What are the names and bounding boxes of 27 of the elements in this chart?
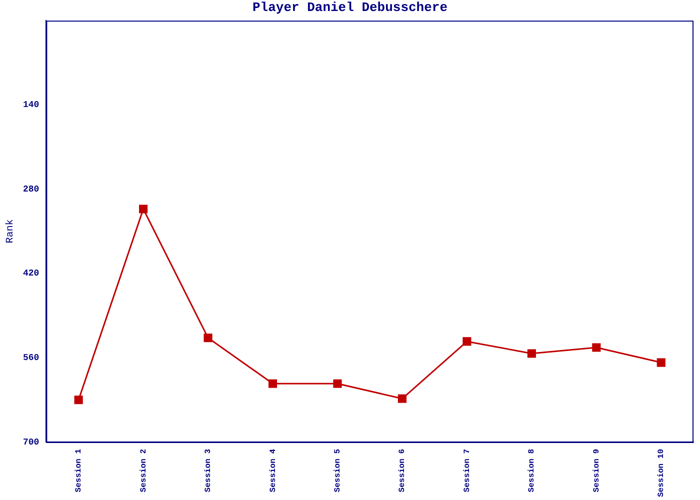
y-tick-label: 560 xyxy=(23,352,40,363)
x-tick-label: Session 2 xyxy=(139,448,148,492)
x-tick-label: Session 8 xyxy=(528,448,537,492)
x-tick-label: Session 10 xyxy=(657,448,666,498)
point xyxy=(592,343,601,352)
x-tick-label: Session 4 xyxy=(268,448,278,492)
x-tick-label: Session 1 xyxy=(74,448,84,492)
point xyxy=(462,337,472,346)
point xyxy=(527,349,536,358)
point xyxy=(656,358,666,367)
y-axis-title: Rank xyxy=(4,219,17,244)
x-tick-label: Session 9 xyxy=(592,448,602,492)
point xyxy=(74,396,83,404)
x-tick-label: Session 7 xyxy=(462,448,472,492)
y-tick-label: 280 xyxy=(23,184,40,194)
y-tick-label: 420 xyxy=(23,268,40,279)
x-tick-label: Session 6 xyxy=(398,448,408,492)
chart-title: Player Daniel Debusschere xyxy=(252,0,448,16)
x-tick-label: Session 3 xyxy=(204,448,214,492)
point xyxy=(204,334,212,342)
y-tick-label: 700 xyxy=(23,437,40,448)
point xyxy=(333,379,342,388)
point xyxy=(268,379,278,388)
point xyxy=(398,394,406,403)
point xyxy=(139,204,148,214)
y-tick-label: 140 xyxy=(23,100,40,110)
x-tick-label: Session 5 xyxy=(334,448,342,492)
